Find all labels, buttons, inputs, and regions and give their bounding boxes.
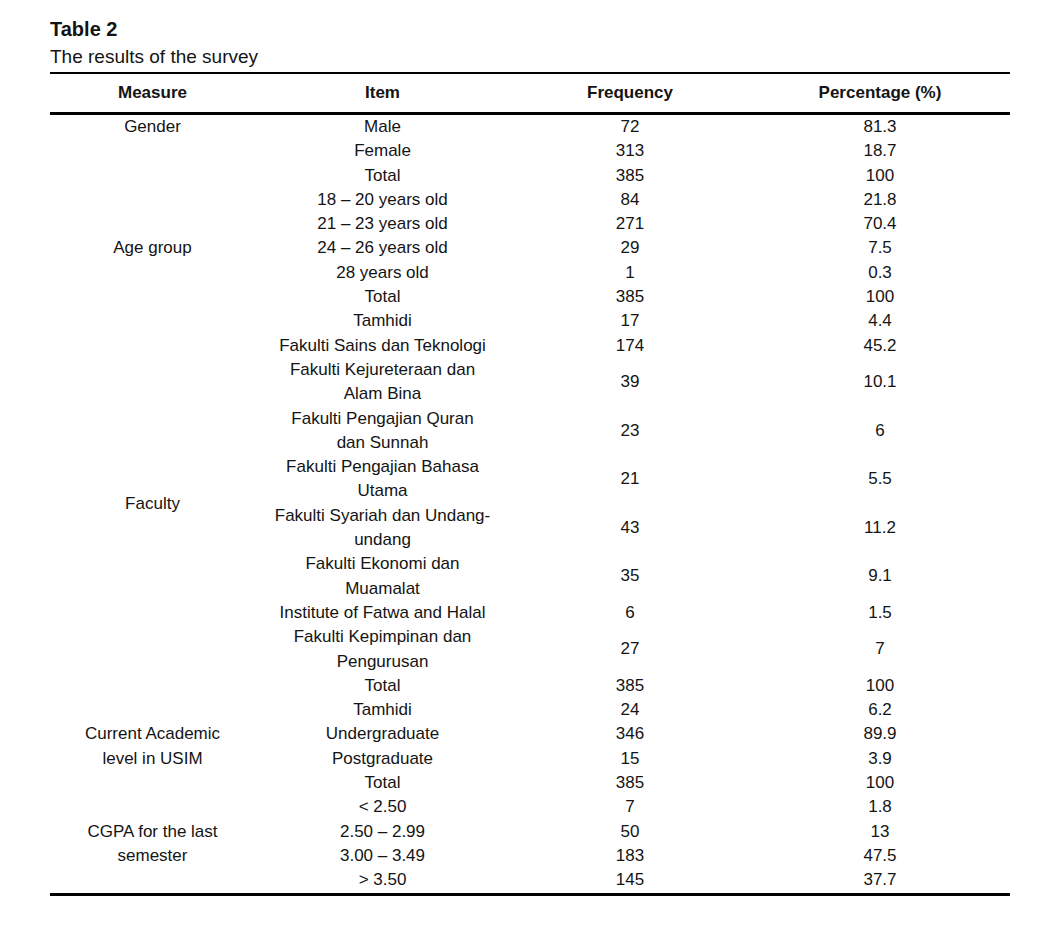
item-cell: Fakulti Ekonomi dan Muamalat <box>255 552 510 601</box>
percentage-cell: 7 <box>750 625 1010 674</box>
table-row: CGPA for the last semester< 2.5071.8 <box>50 795 1010 819</box>
item-cell: Total <box>255 285 510 309</box>
percentage-cell: 37.7 <box>750 868 1010 894</box>
measure-cell: CGPA for the last semester <box>50 795 255 894</box>
percentage-cell: 1.8 <box>750 795 1010 819</box>
frequency-cell: 313 <box>510 139 750 163</box>
frequency-cell: 84 <box>510 188 750 212</box>
measure-cell: Faculty <box>50 309 255 698</box>
item-cell: 21 – 23 years old <box>255 212 510 236</box>
frequency-cell: 50 <box>510 820 750 844</box>
measure-cell: Age group <box>50 188 255 309</box>
percentage-cell: 5.5 <box>750 455 1010 504</box>
item-cell: Tamhidi <box>255 309 510 333</box>
item-cell: 18 – 20 years old <box>255 188 510 212</box>
item-cell: Institute of Fatwa and Halal <box>255 601 510 625</box>
percentage-cell: 100 <box>750 771 1010 795</box>
percentage-cell: 18.7 <box>750 139 1010 163</box>
frequency-cell: 15 <box>510 747 750 771</box>
frequency-cell: 385 <box>510 674 750 698</box>
measure-cell: Current Academic level in USIM <box>50 698 255 795</box>
col-header-item: Item <box>255 73 510 114</box>
percentage-cell: 81.3 <box>750 114 1010 140</box>
percentage-cell: 9.1 <box>750 552 1010 601</box>
frequency-cell: 17 <box>510 309 750 333</box>
percentage-cell: 47.5 <box>750 844 1010 868</box>
item-cell: Total <box>255 674 510 698</box>
percentage-cell: 45.2 <box>750 334 1010 358</box>
frequency-cell: 35 <box>510 552 750 601</box>
col-header-frequency: Frequency <box>510 73 750 114</box>
item-cell: < 2.50 <box>255 795 510 819</box>
item-cell: Fakulti Syariah dan Undang- undang <box>255 504 510 553</box>
item-cell: Fakulti Pengajian Quran dan Sunnah <box>255 407 510 456</box>
frequency-cell: 27 <box>510 625 750 674</box>
frequency-cell: 183 <box>510 844 750 868</box>
percentage-cell: 100 <box>750 164 1010 188</box>
item-cell: Female <box>255 139 510 163</box>
table-title: Table 2 <box>50 16 1010 43</box>
percentage-cell: 3.9 <box>750 747 1010 771</box>
frequency-cell: 24 <box>510 698 750 722</box>
table-row: Age group18 – 20 years old8421.8 <box>50 188 1010 212</box>
item-cell: Fakulti Kepimpinan dan Pengurusan <box>255 625 510 674</box>
item-cell: 24 – 26 years old <box>255 236 510 260</box>
table-row: FacultyTamhidi174.4 <box>50 309 1010 333</box>
percentage-cell: 11.2 <box>750 504 1010 553</box>
table-row: GenderMale7281.3 <box>50 114 1010 140</box>
frequency-cell: 346 <box>510 722 750 746</box>
percentage-cell: 1.5 <box>750 601 1010 625</box>
item-cell: Postgraduate <box>255 747 510 771</box>
percentage-cell: 0.3 <box>750 261 1010 285</box>
percentage-cell: 70.4 <box>750 212 1010 236</box>
percentage-cell: 4.4 <box>750 309 1010 333</box>
frequency-cell: 29 <box>510 236 750 260</box>
frequency-cell: 1 <box>510 261 750 285</box>
item-cell: > 3.50 <box>255 868 510 894</box>
item-cell: 28 years old <box>255 261 510 285</box>
col-header-measure: Measure <box>50 73 255 114</box>
header-row: Measure Item Frequency Percentage (%) <box>50 73 1010 114</box>
item-cell: Fakulti Kejureteraan dan Alam Bina <box>255 358 510 407</box>
item-cell: Male <box>255 114 510 140</box>
frequency-cell: 6 <box>510 601 750 625</box>
frequency-cell: 174 <box>510 334 750 358</box>
measure-cell: Gender <box>50 114 255 188</box>
item-cell: Total <box>255 771 510 795</box>
percentage-cell: 7.5 <box>750 236 1010 260</box>
survey-table: Measure Item Frequency Percentage (%) Ge… <box>50 72 1010 896</box>
item-cell: Fakulti Sains dan Teknologi <box>255 334 510 358</box>
survey-table-body: GenderMale7281.3Female31318.7Total385100… <box>50 114 1010 895</box>
percentage-cell: 13 <box>750 820 1010 844</box>
item-cell: 2.50 – 2.99 <box>255 820 510 844</box>
frequency-cell: 72 <box>510 114 750 140</box>
table-subtitle: The results of the survey <box>50 43 1010 70</box>
percentage-cell: 6 <box>750 407 1010 456</box>
frequency-cell: 7 <box>510 795 750 819</box>
percentage-cell: 100 <box>750 674 1010 698</box>
item-cell: Fakulti Pengajian Bahasa Utama <box>255 455 510 504</box>
frequency-cell: 271 <box>510 212 750 236</box>
frequency-cell: 43 <box>510 504 750 553</box>
percentage-cell: 10.1 <box>750 358 1010 407</box>
item-cell: Total <box>255 164 510 188</box>
item-cell: 3.00 – 3.49 <box>255 844 510 868</box>
frequency-cell: 39 <box>510 358 750 407</box>
table-row: Current Academic level in USIMTamhidi246… <box>50 698 1010 722</box>
percentage-cell: 6.2 <box>750 698 1010 722</box>
table-header: Measure Item Frequency Percentage (%) <box>50 73 1010 114</box>
frequency-cell: 21 <box>510 455 750 504</box>
frequency-cell: 385 <box>510 285 750 309</box>
frequency-cell: 385 <box>510 164 750 188</box>
frequency-cell: 145 <box>510 868 750 894</box>
item-cell: Tamhidi <box>255 698 510 722</box>
frequency-cell: 23 <box>510 407 750 456</box>
frequency-cell: 385 <box>510 771 750 795</box>
percentage-cell: 100 <box>750 285 1010 309</box>
percentage-cell: 21.8 <box>750 188 1010 212</box>
item-cell: Undergraduate <box>255 722 510 746</box>
col-header-percentage: Percentage (%) <box>750 73 1010 114</box>
percentage-cell: 89.9 <box>750 722 1010 746</box>
page: Table 2 The results of the survey Measur… <box>0 0 1042 896</box>
